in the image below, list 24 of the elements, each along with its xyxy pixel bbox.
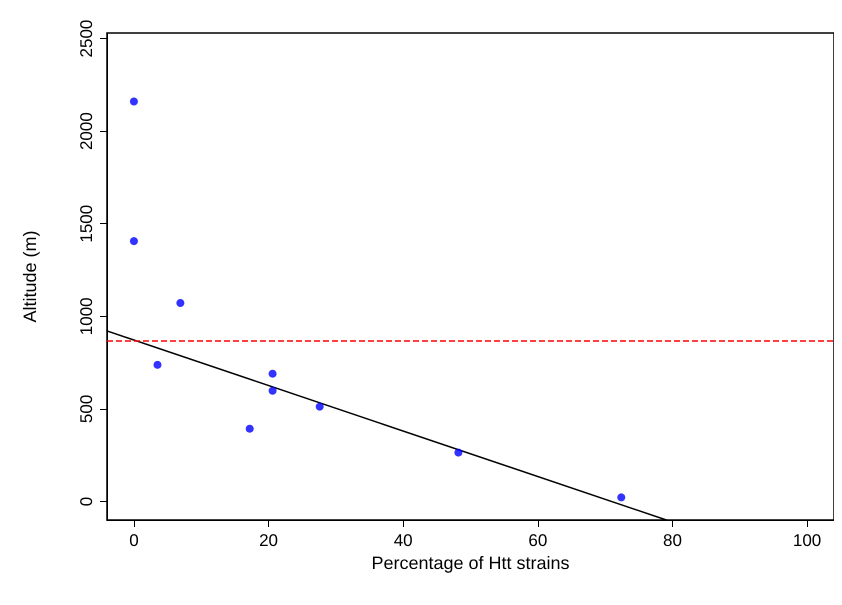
point <box>268 370 277 378</box>
x-tick-label: 40 <box>394 531 413 550</box>
y-tick-label: 0 <box>77 496 96 506</box>
point <box>153 360 162 369</box>
point <box>316 402 324 411</box>
y-axis-title: Altitude (m) <box>20 230 40 323</box>
point <box>617 493 626 502</box>
x-tick-label: 80 <box>662 531 682 550</box>
y-tick-label: 2000 <box>77 112 96 150</box>
x-tick-label: 60 <box>528 531 548 550</box>
point <box>268 386 277 395</box>
point <box>246 424 254 433</box>
point <box>130 98 138 106</box>
x-tick-label: 100 <box>792 531 822 550</box>
point <box>176 298 184 307</box>
x-tick-label: 0 <box>129 531 139 550</box>
x-axis-title: Percentage of Htt strains <box>371 552 570 573</box>
point <box>130 237 138 246</box>
y-tick-label: 1000 <box>77 297 96 336</box>
y-tick-label: 1500 <box>77 204 96 243</box>
x-tick-label: 20 <box>259 531 278 550</box>
point <box>454 448 462 457</box>
y-tick-label: 2500 <box>77 20 96 58</box>
y-tick-label: 500 <box>77 394 96 424</box>
